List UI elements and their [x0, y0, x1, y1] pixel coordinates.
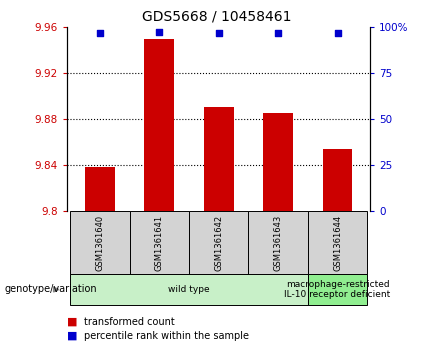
Text: GSM1361643: GSM1361643 [274, 215, 283, 271]
Text: ■: ■ [67, 317, 78, 327]
Text: GSM1361641: GSM1361641 [155, 215, 164, 271]
Point [215, 30, 222, 36]
Text: ■: ■ [67, 331, 78, 341]
Point [156, 29, 163, 35]
Text: GSM1361640: GSM1361640 [95, 215, 104, 271]
Point [275, 30, 281, 36]
Bar [308, 274, 367, 305]
Text: wild type: wild type [168, 285, 210, 294]
Text: GDS5668 / 10458461: GDS5668 / 10458461 [142, 9, 291, 23]
Bar [189, 211, 249, 274]
Text: percentile rank within the sample: percentile rank within the sample [84, 331, 249, 341]
Bar [263, 113, 293, 211]
Bar [144, 39, 174, 211]
Text: GSM1361644: GSM1361644 [333, 215, 342, 271]
Bar [129, 211, 189, 274]
Text: transformed count: transformed count [84, 317, 174, 327]
Bar [308, 211, 367, 274]
Bar [70, 274, 308, 305]
Bar [323, 149, 352, 211]
Point [96, 30, 103, 36]
Bar [249, 211, 308, 274]
Bar [70, 211, 129, 274]
Text: GSM1361642: GSM1361642 [214, 215, 223, 271]
Point [334, 30, 341, 36]
Bar [204, 107, 233, 211]
Text: macrophage-restricted
IL-10 receptor deficient: macrophage-restricted IL-10 receptor def… [284, 280, 391, 299]
Bar [85, 167, 115, 211]
Text: genotype/variation: genotype/variation [4, 285, 97, 294]
